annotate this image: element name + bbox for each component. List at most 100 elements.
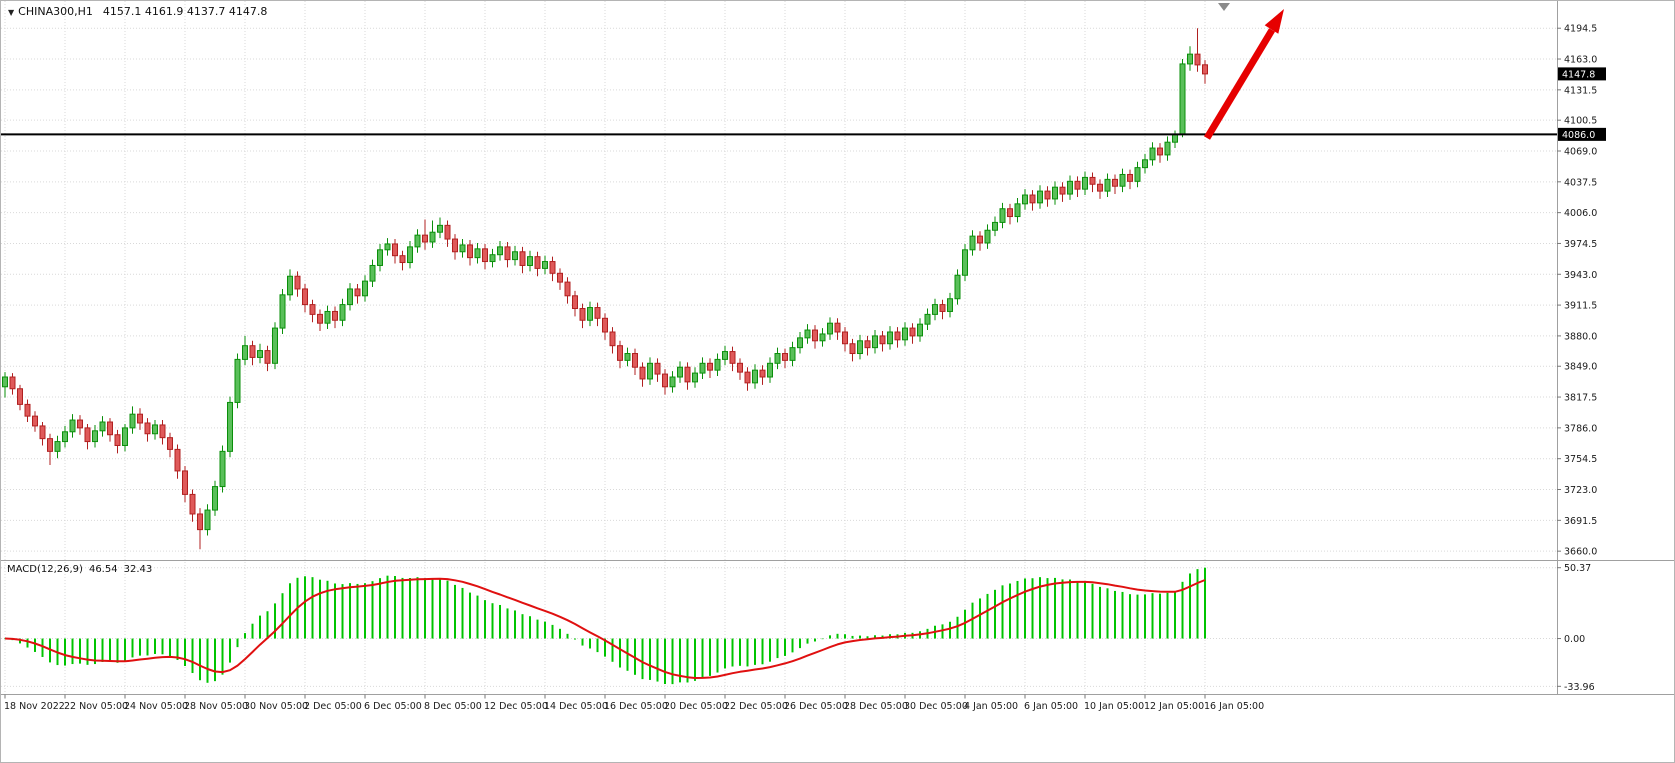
- macd-histogram-bar: [326, 580, 329, 639]
- macd-histogram-bar: [356, 583, 359, 639]
- macd-histogram-bar: [964, 609, 966, 639]
- macd-histogram-bar: [289, 583, 291, 639]
- macd-histogram-bar: [671, 638, 674, 685]
- macd-histogram-bar: [386, 575, 389, 639]
- candle-up: [1164, 141, 1171, 156]
- macd-histogram-bar: [1106, 588, 1109, 639]
- candle-down: [1157, 147, 1163, 156]
- macd-histogram-bar: [551, 624, 554, 639]
- macd-histogram-bar: [484, 600, 486, 639]
- candle-down: [1097, 183, 1103, 192]
- macd-histogram-bar: [349, 583, 351, 639]
- macd-histogram-bar: [1016, 580, 1019, 639]
- candle-up: [962, 249, 968, 276]
- macd-histogram-bar: [1114, 590, 1116, 639]
- candle-up: [62, 431, 68, 443]
- candle-down: [534, 256, 541, 269]
- macd-histogram-bar: [521, 614, 524, 639]
- macd-histogram-bar: [544, 621, 546, 639]
- macd-histogram-bar: [731, 638, 734, 667]
- macd-histogram-bar: [1009, 583, 1011, 639]
- macd-histogram-bar: [791, 638, 794, 653]
- candle-down: [174, 448, 181, 472]
- macd-histogram-bar: [604, 638, 606, 657]
- time-axis-label: 22 Dec 05:00: [724, 701, 788, 712]
- candle-up: [969, 235, 976, 251]
- macd-histogram-bar: [1196, 569, 1199, 639]
- candle-down: [182, 470, 188, 495]
- symbol-label: CHINA300,H1: [18, 5, 93, 18]
- current-price-badge: [1558, 67, 1606, 81]
- macd-histogram-bar: [169, 638, 171, 656]
- candle-up: [429, 231, 436, 243]
- candle-up: [527, 256, 533, 266]
- price-axis-label: 3911.5: [1564, 301, 1597, 312]
- macd-histogram-bar: [641, 638, 644, 680]
- candle-down: [557, 272, 563, 283]
- macd-histogram-bar: [859, 635, 861, 639]
- candle-down: [1127, 173, 1133, 182]
- candle-up: [2, 376, 8, 388]
- macd-histogram-bar: [311, 577, 314, 639]
- candle-up: [272, 327, 278, 364]
- macd-histogram-bar: [956, 616, 959, 639]
- candle-down: [332, 310, 338, 321]
- candle-down: [1074, 180, 1081, 190]
- macd-histogram-bar: [1039, 577, 1041, 639]
- candle-down: [879, 335, 886, 345]
- time-axis-label: 20 Dec 05:00: [664, 701, 728, 712]
- candle-up: [827, 322, 833, 335]
- candle-up: [954, 274, 961, 300]
- macd-histogram-bar: [776, 638, 779, 659]
- candle-down: [759, 369, 766, 378]
- macd-histogram-bar: [124, 638, 126, 661]
- macd-histogram-bar: [371, 581, 374, 639]
- macd-histogram-bar: [574, 638, 576, 640]
- candle-up: [257, 350, 263, 358]
- macd-histogram-bar: [1129, 594, 1131, 639]
- time-axis-label: 26 Dec 05:00: [784, 701, 848, 712]
- macd-histogram-bar: [1076, 581, 1079, 639]
- candle-down: [1112, 178, 1118, 187]
- hline-price-badge: [1558, 127, 1606, 141]
- candle-up: [129, 413, 136, 429]
- macd-histogram-bar: [319, 579, 321, 639]
- trend-arrow-shaft[interactable]: [1204, 28, 1275, 140]
- candle-down: [977, 235, 983, 244]
- candle-up: [872, 335, 878, 349]
- candle-down: [1007, 208, 1013, 218]
- symbol-dropdown-icon[interactable]: ▼: [8, 8, 15, 17]
- macd-histogram-bar: [694, 638, 696, 681]
- candle-up: [924, 313, 931, 325]
- macd-histogram-bar: [184, 638, 186, 666]
- macd-histogram-bar: [994, 589, 996, 639]
- time-axis-label: 14 Dec 05:00: [544, 701, 608, 712]
- macd-histogram-bar: [41, 638, 44, 657]
- macd-histogram-bar: [461, 587, 464, 639]
- candle-up: [497, 246, 503, 256]
- current-price-badge-text: 4147.8: [1562, 69, 1595, 80]
- macd-histogram-bar: [716, 638, 719, 673]
- macd-histogram-bar: [656, 638, 659, 682]
- macd-signal-line: [4, 577, 1206, 679]
- candle-up: [414, 234, 421, 248]
- candle-down: [84, 427, 91, 443]
- candle-up: [1149, 147, 1156, 161]
- candle-up: [669, 376, 676, 388]
- macd-histogram-bar: [536, 619, 539, 639]
- candle-down: [864, 340, 871, 349]
- trend-arrow-head[interactable]: [1264, 9, 1284, 34]
- macd-histogram-bar: [679, 638, 681, 683]
- macd-histogram-bar: [469, 592, 471, 639]
- macd-histogram-bar: [491, 603, 494, 639]
- candle-up: [1172, 133, 1178, 143]
- candle-up: [947, 298, 953, 312]
- candle-down: [729, 351, 736, 364]
- macd-histogram-bar: [1151, 593, 1154, 639]
- macd-histogram-bar: [739, 638, 741, 666]
- time-axis-label: 6 Jan 05:00: [1024, 701, 1078, 712]
- candle-down: [894, 331, 901, 341]
- macd-histogram-bar: [304, 576, 306, 639]
- macd-histogram-bar: [154, 638, 156, 654]
